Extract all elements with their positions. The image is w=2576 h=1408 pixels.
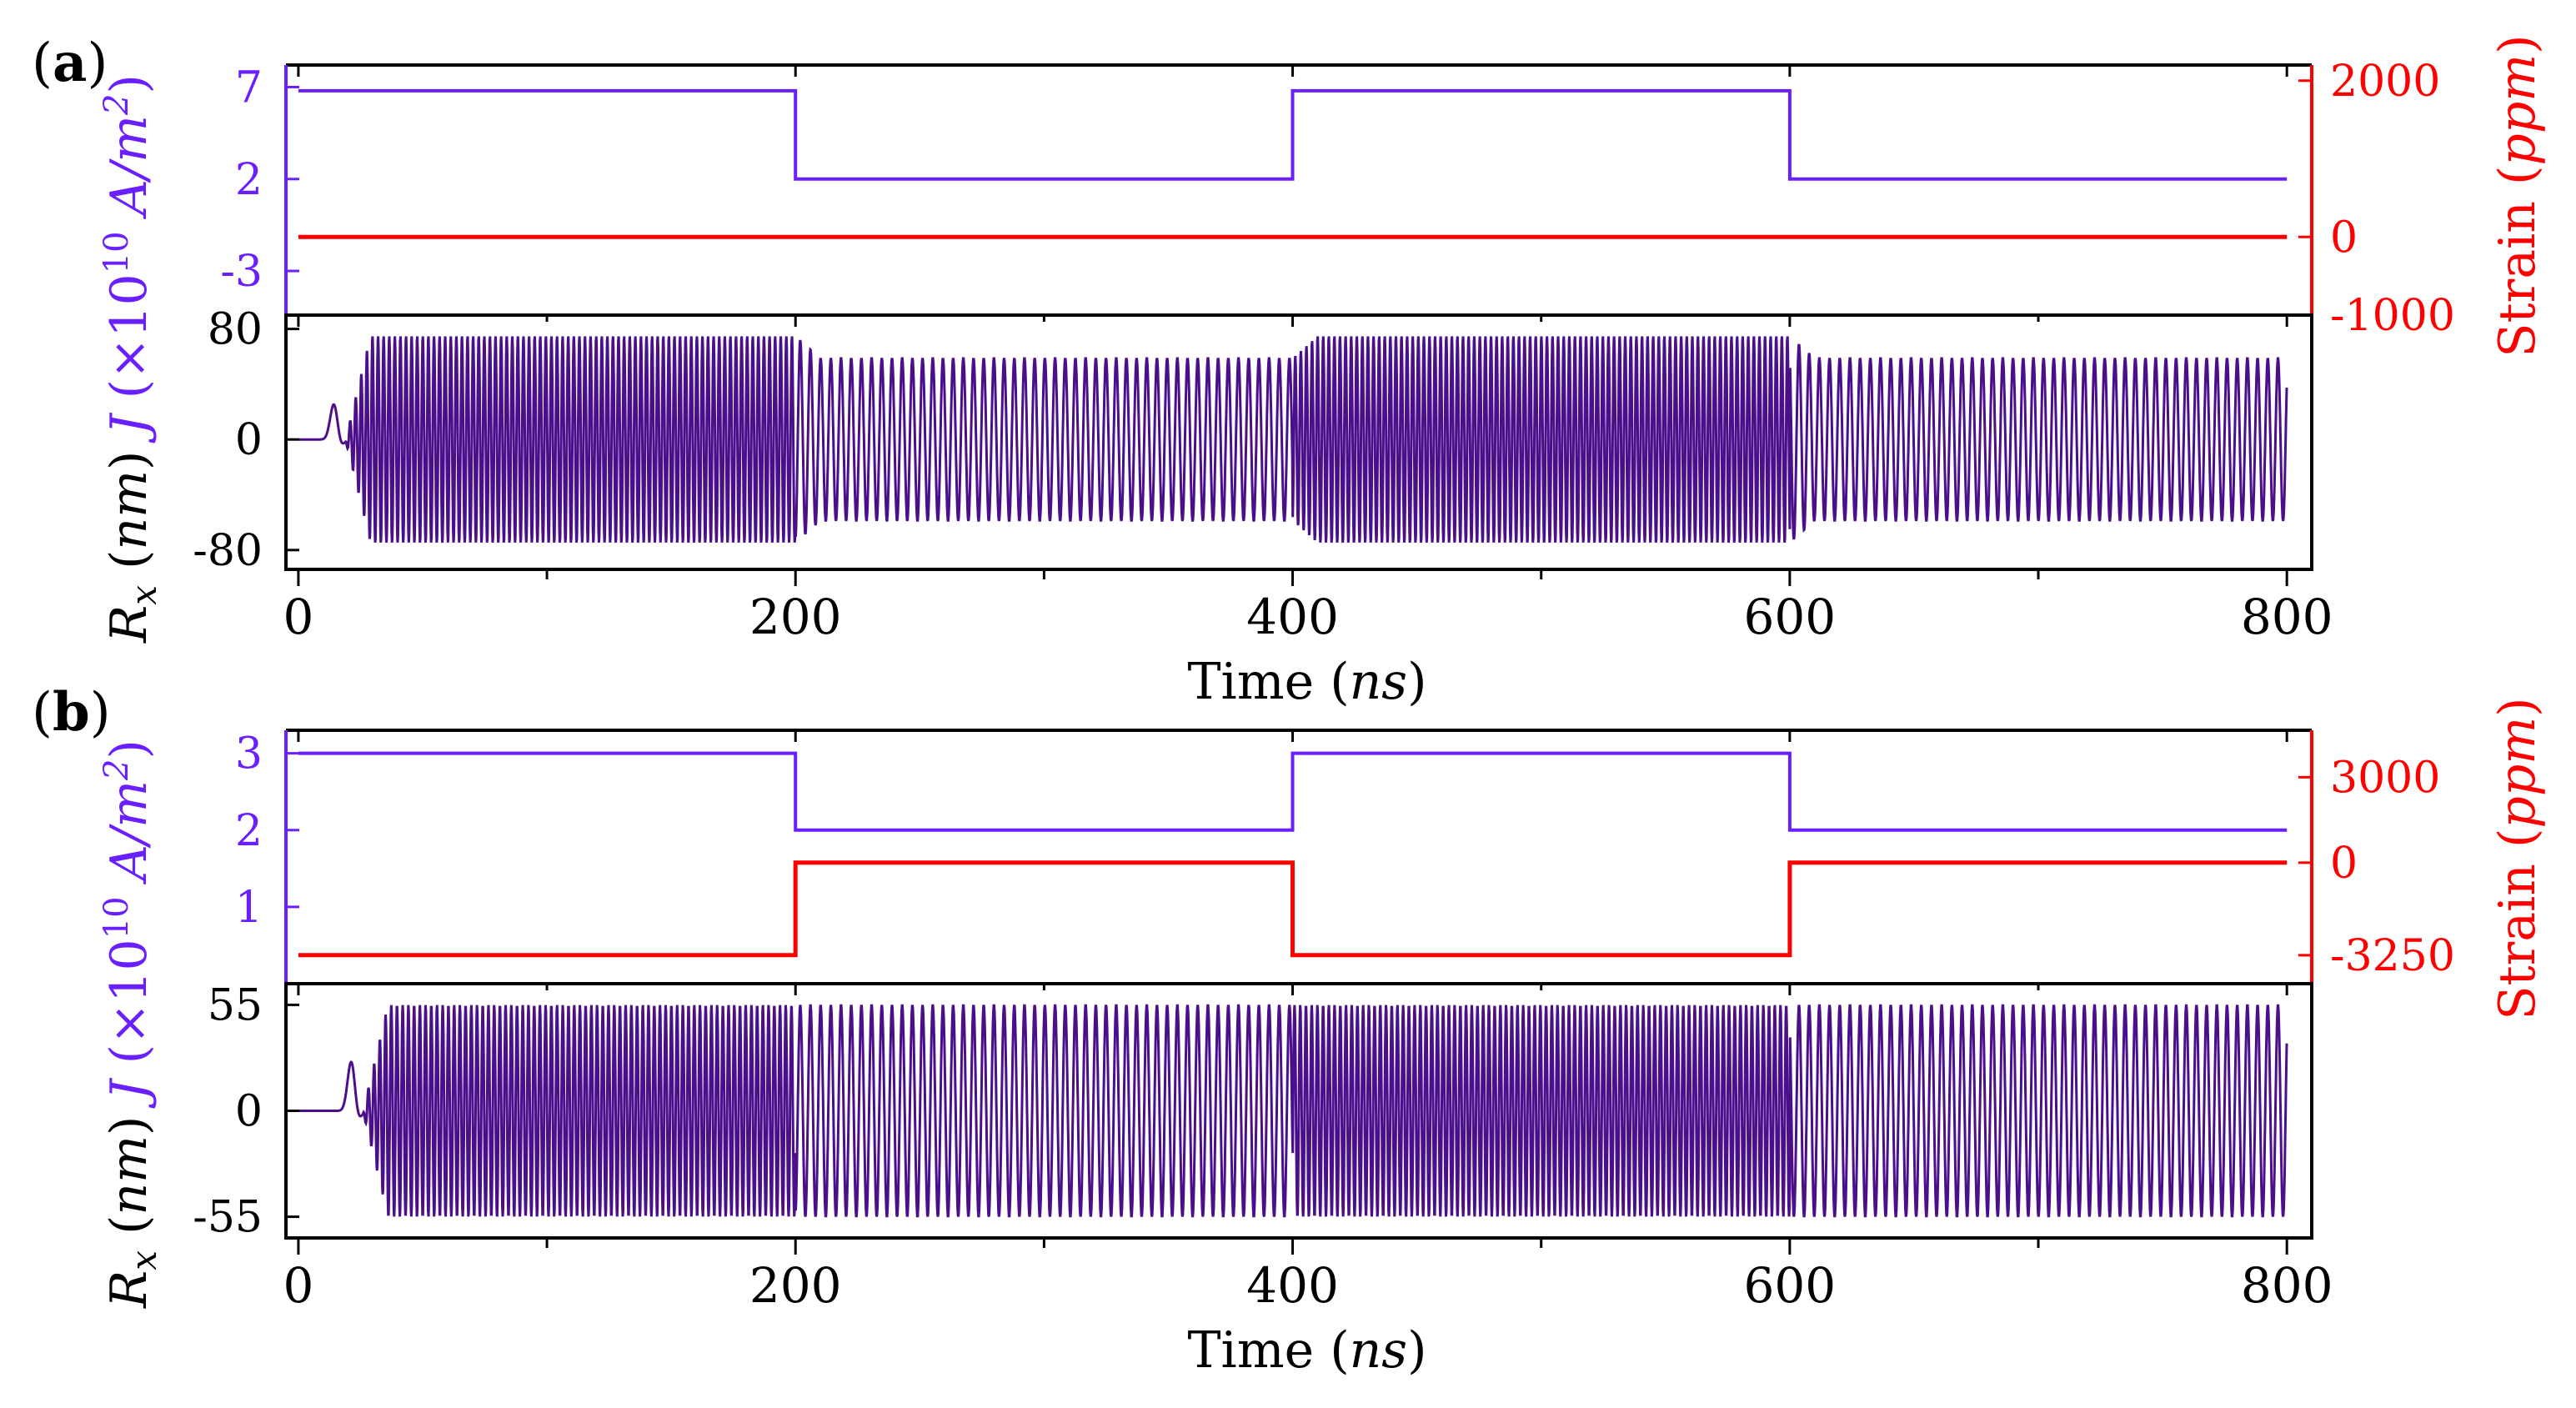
strain-line	[298, 860, 2288, 958]
current-tick-label: 1	[235, 883, 263, 933]
x-tick-label: 200	[749, 1257, 842, 1314]
x-tick-label: 600	[1744, 589, 1837, 645]
strain-tick-label: 0	[2330, 839, 2358, 889]
strain-tick-label: 3000	[2330, 753, 2440, 803]
current-tick-label: -3	[220, 247, 263, 297]
rx-tick-label: -80	[193, 526, 263, 576]
left-y-axis-label: Rx (nm) J (×1010 A/m2)	[98, 739, 164, 1309]
right-y-axis-label: Strain (ppm)	[2488, 34, 2547, 357]
x-tick-label: 800	[2241, 1257, 2333, 1314]
rx-tick-label: 80	[208, 305, 263, 355]
rx-oscillation-line	[298, 1004, 2288, 1218]
left-y-axis-label: Rx (nm) J (×1010 A/m2)	[98, 74, 164, 644]
x-tick-label: 800	[2241, 589, 2333, 645]
current-density-line	[298, 751, 2288, 832]
bottom-subplot-frame	[284, 313, 2313, 571]
right-y-axis-label: Strain (ppm)	[2488, 697, 2547, 1020]
x-tick-label: 0	[283, 589, 313, 645]
x-axis-label: Time (ns)	[1188, 653, 1427, 711]
current-tick-label: 2	[235, 155, 263, 205]
x-axis-label: Time (ns)	[1188, 1321, 1427, 1380]
current-density-line	[298, 88, 2288, 181]
x-tick-label: 400	[1246, 1257, 1339, 1314]
current-tick-label: 3	[235, 729, 263, 779]
rx-tick-label: 0	[235, 415, 263, 465]
x-tick-label: 200	[749, 589, 842, 645]
rx-tick-label: -55	[193, 1193, 263, 1243]
panel-label: (a)	[32, 32, 108, 94]
panel-label: (b)	[32, 681, 111, 744]
strain-tick-label: -3250	[2330, 931, 2455, 981]
current-tick-label: 2	[235, 806, 263, 856]
rx-tick-label: 55	[208, 980, 263, 1030]
x-tick-label: 0	[283, 1257, 313, 1314]
x-tick-label: 600	[1744, 1257, 1837, 1314]
rx-oscillation-line	[298, 336, 2288, 543]
current-tick-label: 7	[235, 63, 263, 113]
panel-b: (b) 3 2 1 3000 0 -3250 55 0 -55 0 200 400 600 800 Time …	[32, 681, 2547, 1380]
rx-tick-label: 0	[235, 1087, 263, 1137]
strain-tick-label: -1000	[2330, 291, 2455, 341]
x-tick-label: 400	[1246, 589, 1339, 645]
strain-tick-label: 2000	[2330, 57, 2440, 107]
strain-tick-label: 0	[2330, 213, 2358, 263]
